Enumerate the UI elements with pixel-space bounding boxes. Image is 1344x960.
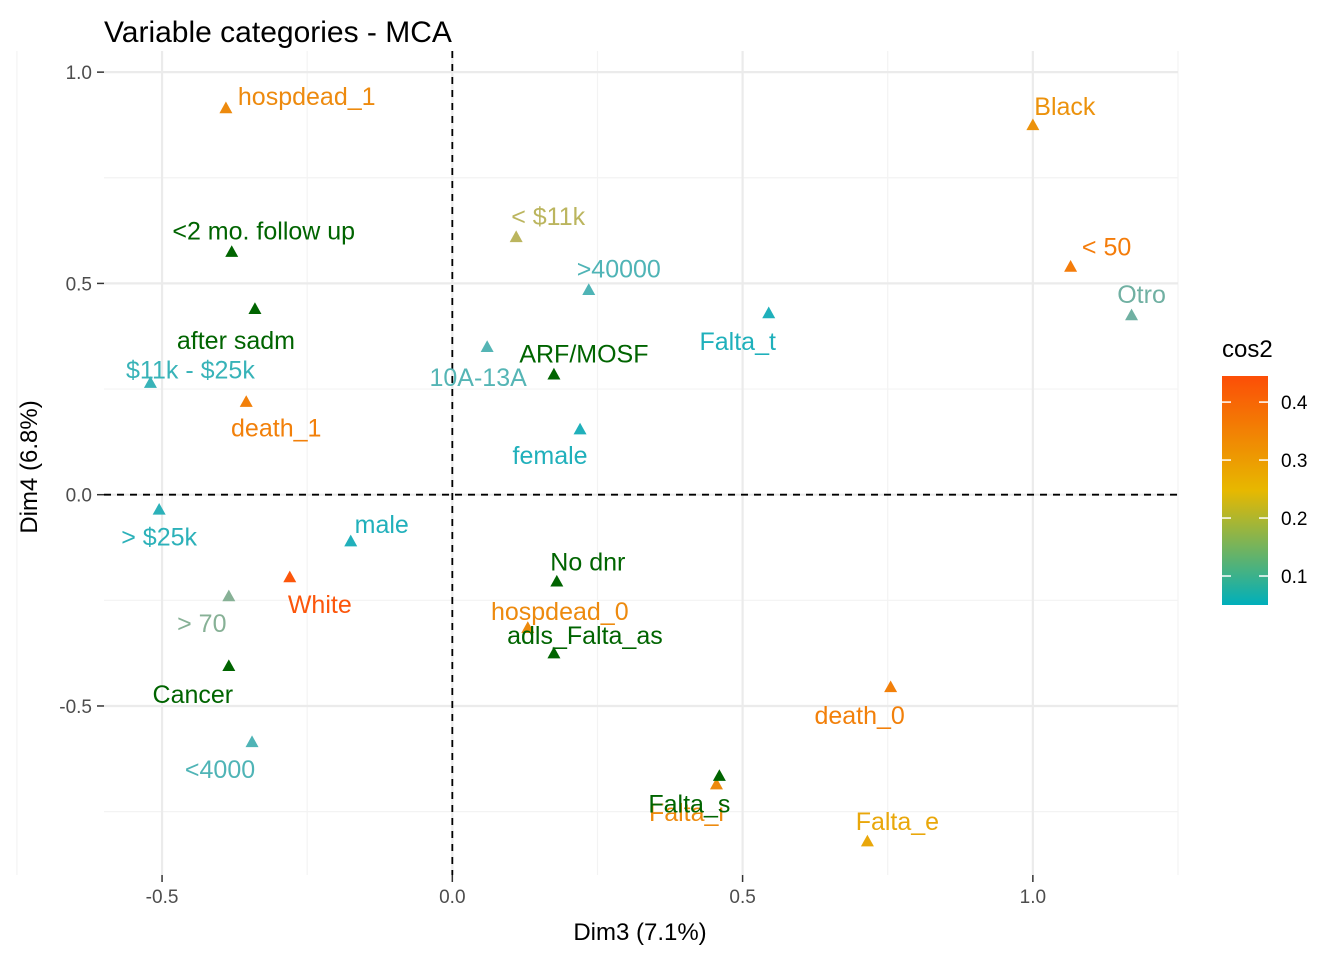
point-label: <4000 xyxy=(185,756,255,784)
point-label: 10A-13A xyxy=(430,364,528,392)
point-label: Otro xyxy=(1117,281,1166,309)
colorbar-tick-label: 0.4 xyxy=(1281,393,1308,414)
point-label: death_0 xyxy=(814,702,904,730)
point-label: $11k - $25k xyxy=(126,357,255,385)
point-marker xyxy=(547,367,561,380)
point-label: < 50 xyxy=(1082,234,1131,262)
x-axis-title: Dim3 (7.1%) xyxy=(573,919,706,946)
colorbar-tick-label: 0.2 xyxy=(1281,509,1307,530)
y-tick-label: 1.0 xyxy=(66,63,92,84)
point-labels: hospdead_1 Black <2 mo. follow up < $11k < 5… xyxy=(121,83,1166,836)
point-marker xyxy=(884,680,898,693)
x-tick-label: -0.5 xyxy=(146,887,179,908)
point-label: Cancer xyxy=(153,681,234,709)
x-tick-label: 0.5 xyxy=(729,887,755,908)
point-label: > 70 xyxy=(177,610,226,638)
point-marker xyxy=(709,777,723,790)
colorbar-legend: cos2 0.1 0.2 0.3 0.4 xyxy=(1222,336,1308,605)
grid-major xyxy=(104,51,1178,875)
y-tick-label: -0.5 xyxy=(59,697,92,718)
point-marker xyxy=(1026,118,1040,131)
point-label: White xyxy=(288,591,352,619)
point-marker xyxy=(143,376,157,388)
point-marker xyxy=(860,834,874,847)
point-label: Falta_i xyxy=(649,799,724,827)
point-label: female xyxy=(513,442,588,470)
x-tick-label: 0.0 xyxy=(439,887,465,908)
point-marker xyxy=(762,306,776,319)
point-marker xyxy=(344,534,358,547)
point-marker xyxy=(225,245,239,257)
axis-ticks: -0.5 0.0 0.5 1.0 -0.5 0.0 0.5 1.0 xyxy=(59,63,1046,908)
y-tick-label: 0.5 xyxy=(66,274,92,295)
point-label: after sadm xyxy=(177,327,295,355)
point-marker xyxy=(547,646,561,659)
y-tick-label: 0.0 xyxy=(66,486,92,507)
point-marker xyxy=(509,230,523,243)
point-label: Falta_e xyxy=(856,808,939,836)
point-marker xyxy=(480,340,494,352)
point-marker xyxy=(239,395,253,407)
legend-title: cos2 xyxy=(1222,336,1273,363)
point-marker xyxy=(245,735,259,748)
point-marker xyxy=(248,302,262,314)
point-marker xyxy=(521,621,535,633)
point-label: Falta_t xyxy=(700,328,776,356)
data-points xyxy=(143,101,1139,847)
point-label: Black xyxy=(1034,93,1096,121)
point-marker xyxy=(222,659,236,672)
point-marker xyxy=(550,574,564,587)
point-marker xyxy=(283,570,297,583)
grid-minor xyxy=(16,51,1179,875)
colorbar xyxy=(1222,376,1268,605)
point-marker xyxy=(712,769,726,781)
point-marker xyxy=(222,589,236,602)
point-marker xyxy=(582,283,596,295)
y-axis-title: Dim4 (6.8%) xyxy=(16,400,43,533)
point-marker xyxy=(1064,260,1078,272)
x-tick-label: 1.0 xyxy=(1020,887,1046,908)
point-marker xyxy=(219,101,233,114)
point-label: hospdead_0 xyxy=(491,598,629,626)
point-label: Falta_s xyxy=(648,791,730,819)
colorbar-tick-label: 0.1 xyxy=(1281,567,1307,588)
reference-lines xyxy=(104,51,1178,875)
colorbar-tick-label: 0.3 xyxy=(1281,451,1307,472)
point-label: <2 mo. follow up xyxy=(172,218,355,246)
point-label: hospdead_1 xyxy=(238,83,376,111)
point-marker xyxy=(152,502,166,515)
point-label: male xyxy=(355,511,409,539)
chart-title: Variable categories - MCA xyxy=(104,16,452,49)
point-label: > $25k xyxy=(121,523,197,551)
point-label: adls_Falta_as xyxy=(507,622,663,650)
point-marker xyxy=(573,422,587,435)
point-label: No dnr xyxy=(550,548,625,576)
point-label: death_1 xyxy=(231,415,321,443)
point-label: >40000 xyxy=(577,256,661,284)
point-label: ARF/MOSF xyxy=(519,340,648,368)
point-marker xyxy=(1125,308,1139,321)
colorbar-ticks: 0.1 0.2 0.3 0.4 xyxy=(1222,393,1308,588)
point-label: < $11k xyxy=(511,203,585,231)
